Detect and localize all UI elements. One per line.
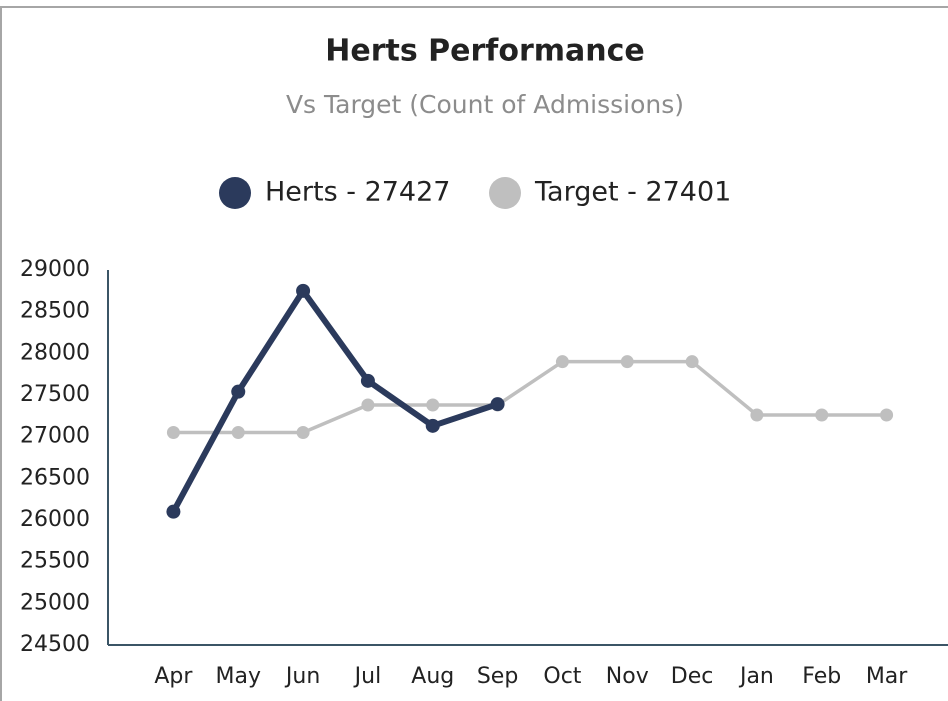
x-tick-label: Jun xyxy=(284,664,320,689)
data-point xyxy=(425,418,440,433)
data-point xyxy=(620,355,634,369)
data-point xyxy=(815,408,829,422)
series-line xyxy=(173,359,887,435)
y-tick-label: 26500 xyxy=(20,465,90,490)
y-tick-label: 29000 xyxy=(20,257,90,282)
y-tick-label: 24500 xyxy=(20,632,90,657)
data-point xyxy=(750,408,764,422)
data-point xyxy=(231,426,245,439)
series-line xyxy=(170,287,499,514)
x-tick-label: Dec xyxy=(671,664,714,689)
y-tick-label: 27000 xyxy=(20,424,90,449)
chart-subtitle: Vs Target (Count of Admissions) xyxy=(286,90,684,119)
x-tick-label: Oct xyxy=(543,664,581,689)
y-tick-label: 25000 xyxy=(20,590,90,615)
y-tick-label: 25500 xyxy=(20,549,90,574)
data-point xyxy=(880,408,894,422)
legend-label: Target - 27401 xyxy=(534,177,731,208)
data-point xyxy=(361,398,375,412)
legend-label: Herts - 27427 xyxy=(265,177,450,208)
x-tick-label: Apr xyxy=(154,664,193,689)
data-point xyxy=(296,283,311,298)
data-point xyxy=(555,355,569,369)
legend-marker xyxy=(489,177,521,209)
x-tick-label: Aug xyxy=(411,664,454,689)
chart-title: Herts Performance xyxy=(325,34,644,69)
frame xyxy=(0,6,948,701)
x-tick-label: Jul xyxy=(353,664,382,689)
x-tick-label: Nov xyxy=(606,664,649,689)
data-point xyxy=(296,426,310,439)
y-tick-label: 27500 xyxy=(20,382,90,407)
y-tick-label: 28000 xyxy=(20,340,90,365)
data-point xyxy=(426,398,440,412)
y-tick-label: 28500 xyxy=(20,299,90,324)
x-tick-label: Mar xyxy=(866,664,908,689)
data-point xyxy=(360,373,375,388)
data-point xyxy=(166,426,180,439)
data-point xyxy=(490,397,505,412)
y-tick-label: 26000 xyxy=(20,507,90,532)
x-tick-label: Sep xyxy=(477,664,518,689)
x-tick-label: Feb xyxy=(802,664,841,689)
legend-marker xyxy=(219,177,251,209)
data-point xyxy=(231,384,246,399)
data-point xyxy=(166,504,181,519)
x-tick-label: May xyxy=(216,664,261,689)
data-point xyxy=(685,355,699,369)
x-tick-label: Jan xyxy=(738,664,774,689)
